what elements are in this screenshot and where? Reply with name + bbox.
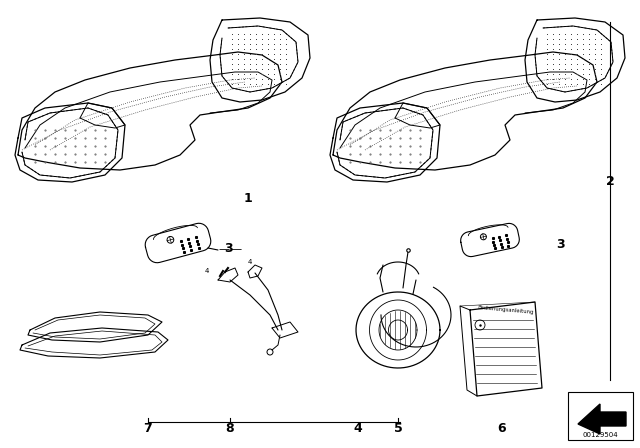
Text: 4: 4 — [354, 422, 362, 435]
Text: 3: 3 — [224, 242, 232, 255]
Polygon shape — [578, 404, 626, 434]
Text: —: — — [218, 244, 229, 254]
Text: 2: 2 — [605, 175, 614, 188]
Text: 8: 8 — [226, 422, 234, 435]
Text: 3: 3 — [556, 238, 564, 251]
Text: 7: 7 — [143, 422, 152, 435]
Text: 1: 1 — [244, 192, 252, 205]
Bar — [568, 392, 633, 440]
Text: 00129504: 00129504 — [582, 432, 618, 438]
Text: 6: 6 — [498, 422, 506, 435]
Text: Bedienungsanleitung: Bedienungsanleitung — [478, 305, 534, 315]
Text: 4: 4 — [205, 268, 209, 274]
Text: 4: 4 — [248, 259, 252, 265]
Text: 5: 5 — [394, 422, 403, 435]
Text: —: — — [230, 244, 241, 254]
